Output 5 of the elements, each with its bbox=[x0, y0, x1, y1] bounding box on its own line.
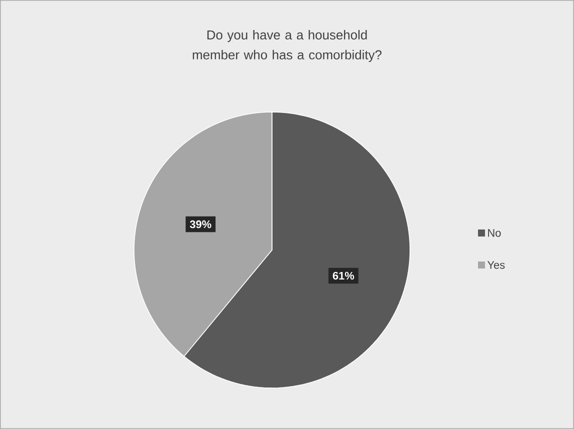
data-label: 39% bbox=[190, 220, 212, 228]
data-label: 61% bbox=[332, 272, 354, 280]
chart-title: Do you have a a household member who has a comorbidity? bbox=[192, 30, 382, 62]
legend-label: Yes bbox=[487, 261, 505, 269]
legend-label: No bbox=[488, 229, 501, 237]
